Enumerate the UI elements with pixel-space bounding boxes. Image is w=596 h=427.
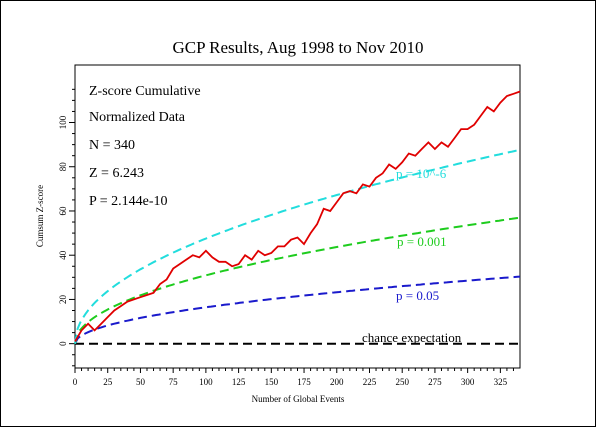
y-tick-label: 40: [58, 250, 68, 260]
x-axis: 0 25 50 75 100 125 150 175 200 225 250 275 300 325: [73, 368, 514, 387]
x-tick-label: 250: [395, 377, 409, 387]
y-tick-label: 20: [58, 294, 68, 304]
x-tick-label: 200: [330, 377, 344, 387]
series-line-p-0-05: [74, 275, 521, 345]
x-tick-label: 275: [428, 377, 442, 387]
series-line-p-10-6: [74, 148, 521, 344]
x-tick-label: 100: [199, 377, 213, 387]
x-axis-label: Number of Global Events: [252, 394, 345, 404]
y-tick-label: 80: [58, 162, 68, 172]
series-label-p-10-6: p = 10^-6: [396, 166, 447, 181]
x-tick-label: 25: [103, 377, 113, 387]
y-tick-label: 0: [58, 341, 68, 346]
annotation-p: P = 2.144e-10: [89, 194, 168, 209]
annotation-z: Z = 6.243: [89, 166, 144, 181]
plot-area: [74, 64, 521, 369]
series-label-chance-expectation: chance expectation: [362, 330, 462, 345]
x-tick-label: 325: [494, 377, 508, 387]
annotation-normalized-data: Normalized Data: [89, 110, 186, 125]
y-tick-label: 100: [58, 115, 68, 129]
series-line-observed-cumulative-z-score: [74, 90, 521, 342]
x-tick-label: 75: [169, 377, 179, 387]
y-axis: 0 20 40 60 80 100: [58, 88, 75, 367]
x-tick-label: 225: [363, 377, 377, 387]
x-tick-label: 300: [461, 377, 475, 387]
series-line-p-0-001: [74, 216, 521, 344]
annotation-n: N = 340: [89, 138, 135, 153]
x-tick-label: 125: [232, 377, 246, 387]
x-tick-label: 0: [73, 377, 78, 387]
series-label-p-0-001: p = 0.001: [397, 234, 447, 249]
y-axis-label: Cumsum Z-score: [35, 185, 45, 247]
y-tick-label: 60: [58, 206, 68, 216]
series-labels: p = 10^-6 p = 0.001 p = 0.05 chance expecta…: [362, 166, 462, 345]
annotation-zscore-cumulative: Z-score Cumulative: [89, 84, 201, 99]
x-tick-label: 150: [265, 377, 279, 387]
chart-title: GCP Results, Aug 1998 to Nov 2010: [172, 38, 423, 57]
x-tick-label: 175: [297, 377, 311, 387]
series-lines: [74, 90, 521, 345]
series-label-p-0-05: p = 0.05: [396, 288, 439, 303]
x-tick-label: 50: [136, 377, 146, 387]
